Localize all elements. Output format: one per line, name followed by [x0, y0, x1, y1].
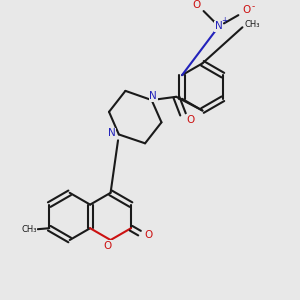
Text: -: -: [251, 2, 254, 11]
Text: O: O: [145, 230, 153, 240]
Text: CH₃: CH₃: [244, 20, 260, 29]
Text: N: N: [108, 128, 116, 138]
Text: N: N: [215, 21, 223, 31]
Text: O: O: [193, 0, 201, 10]
Text: +: +: [221, 16, 228, 25]
Text: O: O: [187, 115, 195, 125]
Text: O: O: [243, 5, 251, 15]
Text: N: N: [149, 91, 157, 101]
Text: CH₃: CH₃: [21, 225, 37, 234]
Text: O: O: [104, 241, 112, 251]
